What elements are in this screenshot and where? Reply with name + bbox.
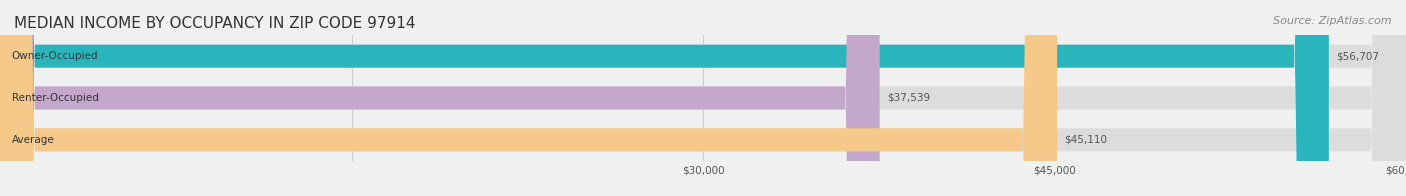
FancyBboxPatch shape [0,0,1057,196]
Text: $37,539: $37,539 [887,93,929,103]
Text: Source: ZipAtlas.com: Source: ZipAtlas.com [1274,16,1392,26]
Text: Average: Average [11,135,55,145]
FancyBboxPatch shape [0,0,1329,196]
Text: MEDIAN INCOME BY OCCUPANCY IN ZIP CODE 97914: MEDIAN INCOME BY OCCUPANCY IN ZIP CODE 9… [14,16,416,31]
Text: $45,110: $45,110 [1064,135,1107,145]
FancyBboxPatch shape [0,0,880,196]
Text: Renter-Occupied: Renter-Occupied [11,93,98,103]
Text: Owner-Occupied: Owner-Occupied [11,51,98,61]
Text: $56,707: $56,707 [1336,51,1379,61]
